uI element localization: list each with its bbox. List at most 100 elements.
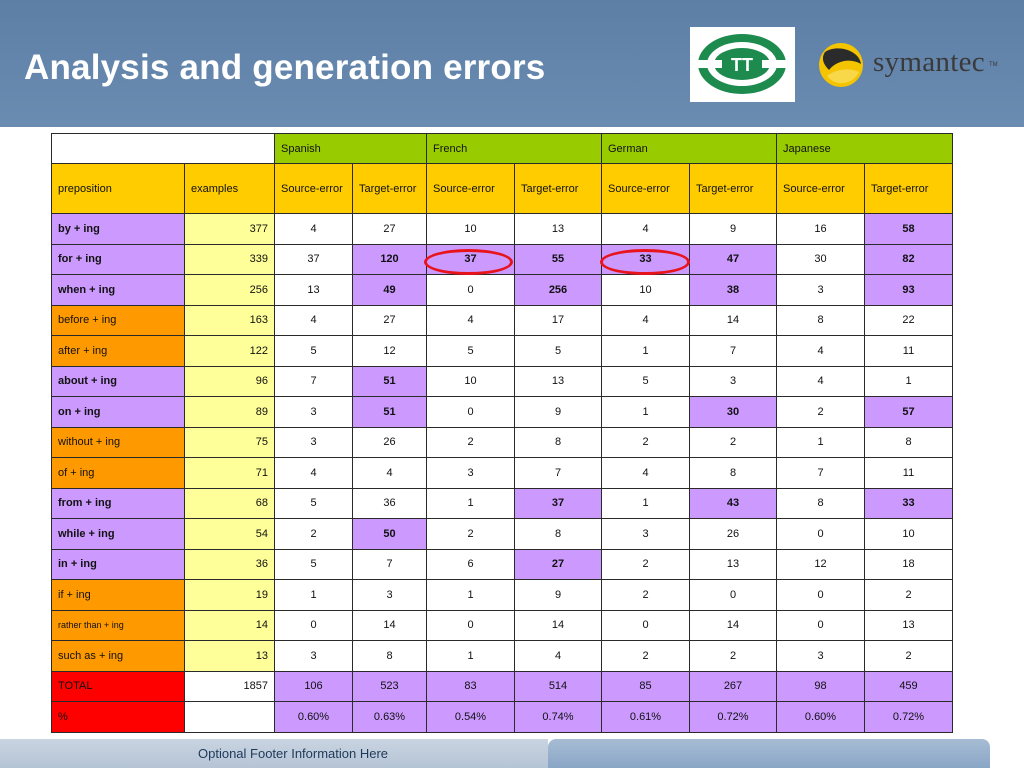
cts-logo: TT <box>690 27 795 102</box>
value-cell: 2 <box>426 518 515 550</box>
value-cell: 36 <box>352 487 427 519</box>
table-row: without + ing 75 3 26 2 8 2 2 1 8 <box>51 426 953 458</box>
value-cell: 5 <box>601 365 690 397</box>
table-row: of + ing 71 4 4 3 7 4 8 7 11 <box>51 457 953 489</box>
value-cell: 14 <box>689 304 777 336</box>
value-cell: 5 <box>426 335 515 367</box>
percent-examples <box>184 701 275 733</box>
language-header-row: Spanish French German Japanese <box>51 133 953 164</box>
row-label: on + ing <box>51 396 185 428</box>
total-value: 83 <box>426 670 515 702</box>
value-cell: 26 <box>689 518 777 550</box>
value-cell: 17 <box>514 304 602 336</box>
row-label: of + ing <box>51 457 185 489</box>
value-cell: 18 <box>864 548 953 580</box>
value-cell: 13 <box>689 548 777 580</box>
table-row: when + ing 256 13 49 0 256 10 38 3 93 <box>51 274 953 306</box>
value-cell: 1 <box>426 487 515 519</box>
footer-bar <box>0 739 548 768</box>
value-cell: 4 <box>776 365 865 397</box>
row-label: by + ing <box>51 213 185 245</box>
value-cell: 0 <box>426 396 515 428</box>
cts-logo-text: TT <box>731 55 753 75</box>
percent-value: 0.63% <box>352 701 427 733</box>
value-cell: 7 <box>776 457 865 489</box>
percent-value: 0.72% <box>689 701 777 733</box>
row-examples: 71 <box>184 457 275 489</box>
value-cell: 3 <box>776 640 865 672</box>
table-row: on + ing 89 3 51 0 9 1 30 2 57 <box>51 396 953 428</box>
table-row: in + ing 36 5 7 6 27 2 13 12 18 <box>51 548 953 580</box>
table-row: if + ing 19 1 3 1 9 2 0 0 2 <box>51 579 953 611</box>
value-cell: 0 <box>776 579 865 611</box>
value-cell: 7 <box>274 365 353 397</box>
row-label: for + ing <box>51 243 185 275</box>
value-cell: 27 <box>514 548 602 580</box>
value-cell: 55 <box>514 243 602 275</box>
value-cell: 1 <box>274 579 353 611</box>
value-cell: 4 <box>601 304 690 336</box>
slide-title: Analysis and generation errors <box>24 48 546 87</box>
table-row: for + ing 339 37 120 37 55 33 47 30 82 <box>51 243 953 275</box>
value-cell: 2 <box>601 579 690 611</box>
row-examples: 36 <box>184 548 275 580</box>
symantec-logo: symantec TM <box>815 40 1005 90</box>
value-cell: 37 <box>274 243 353 275</box>
value-cell: 57 <box>864 396 953 428</box>
total-value: 98 <box>776 670 865 702</box>
value-cell: 13 <box>864 609 953 641</box>
value-cell: 47 <box>689 243 777 275</box>
row-examples: 377 <box>184 213 275 245</box>
lang-german: German <box>601 133 777 164</box>
value-cell: 26 <box>352 426 427 458</box>
col-fr-source: Source-error <box>426 163 515 214</box>
percent-value: 0.72% <box>864 701 953 733</box>
value-cell: 4 <box>776 335 865 367</box>
total-value: 85 <box>601 670 690 702</box>
table-row: rather than + ing 14 0 14 0 14 0 14 0 13 <box>51 609 953 641</box>
col-es-target: Target-error <box>352 163 427 214</box>
table-row: from + ing 68 5 36 1 37 1 43 8 33 <box>51 487 953 519</box>
value-cell: 0 <box>426 609 515 641</box>
value-cell: 14 <box>352 609 427 641</box>
row-label: while + ing <box>51 518 185 550</box>
value-cell: 1 <box>864 365 953 397</box>
percent-value: 0.54% <box>426 701 515 733</box>
value-cell: 0 <box>601 609 690 641</box>
row-examples: 89 <box>184 396 275 428</box>
value-cell: 13 <box>514 365 602 397</box>
value-cell: 12 <box>776 548 865 580</box>
value-cell: 11 <box>864 335 953 367</box>
row-label: from + ing <box>51 487 185 519</box>
value-cell: 3 <box>426 457 515 489</box>
total-value: 523 <box>352 670 427 702</box>
total-value: 459 <box>864 670 953 702</box>
col-preposition: preposition <box>51 163 185 214</box>
lang-spanish: Spanish <box>274 133 427 164</box>
value-cell: 5 <box>274 335 353 367</box>
total-value: 267 <box>689 670 777 702</box>
value-cell: 0 <box>689 579 777 611</box>
total-value: 514 <box>514 670 602 702</box>
value-cell: 2 <box>601 640 690 672</box>
table-row: after + ing 122 5 12 5 5 1 7 4 11 <box>51 335 953 367</box>
value-cell: 8 <box>514 518 602 550</box>
value-cell: 2 <box>689 426 777 458</box>
value-cell: 3 <box>274 396 353 428</box>
table-row: by + ing 377 4 27 10 13 4 9 16 58 <box>51 213 953 245</box>
value-cell: 49 <box>352 274 427 306</box>
value-cell: 16 <box>776 213 865 245</box>
value-cell: 3 <box>274 426 353 458</box>
value-cell: 2 <box>776 396 865 428</box>
symantec-wordmark: symantec <box>873 46 985 78</box>
row-examples: 68 <box>184 487 275 519</box>
value-cell: 1 <box>776 426 865 458</box>
percent-value: 0.60% <box>274 701 353 733</box>
row-label: before + ing <box>51 304 185 336</box>
row-examples: 13 <box>184 640 275 672</box>
row-examples: 163 <box>184 304 275 336</box>
value-cell: 30 <box>776 243 865 275</box>
value-cell: 22 <box>864 304 953 336</box>
value-cell: 33 <box>864 487 953 519</box>
row-examples: 256 <box>184 274 275 306</box>
